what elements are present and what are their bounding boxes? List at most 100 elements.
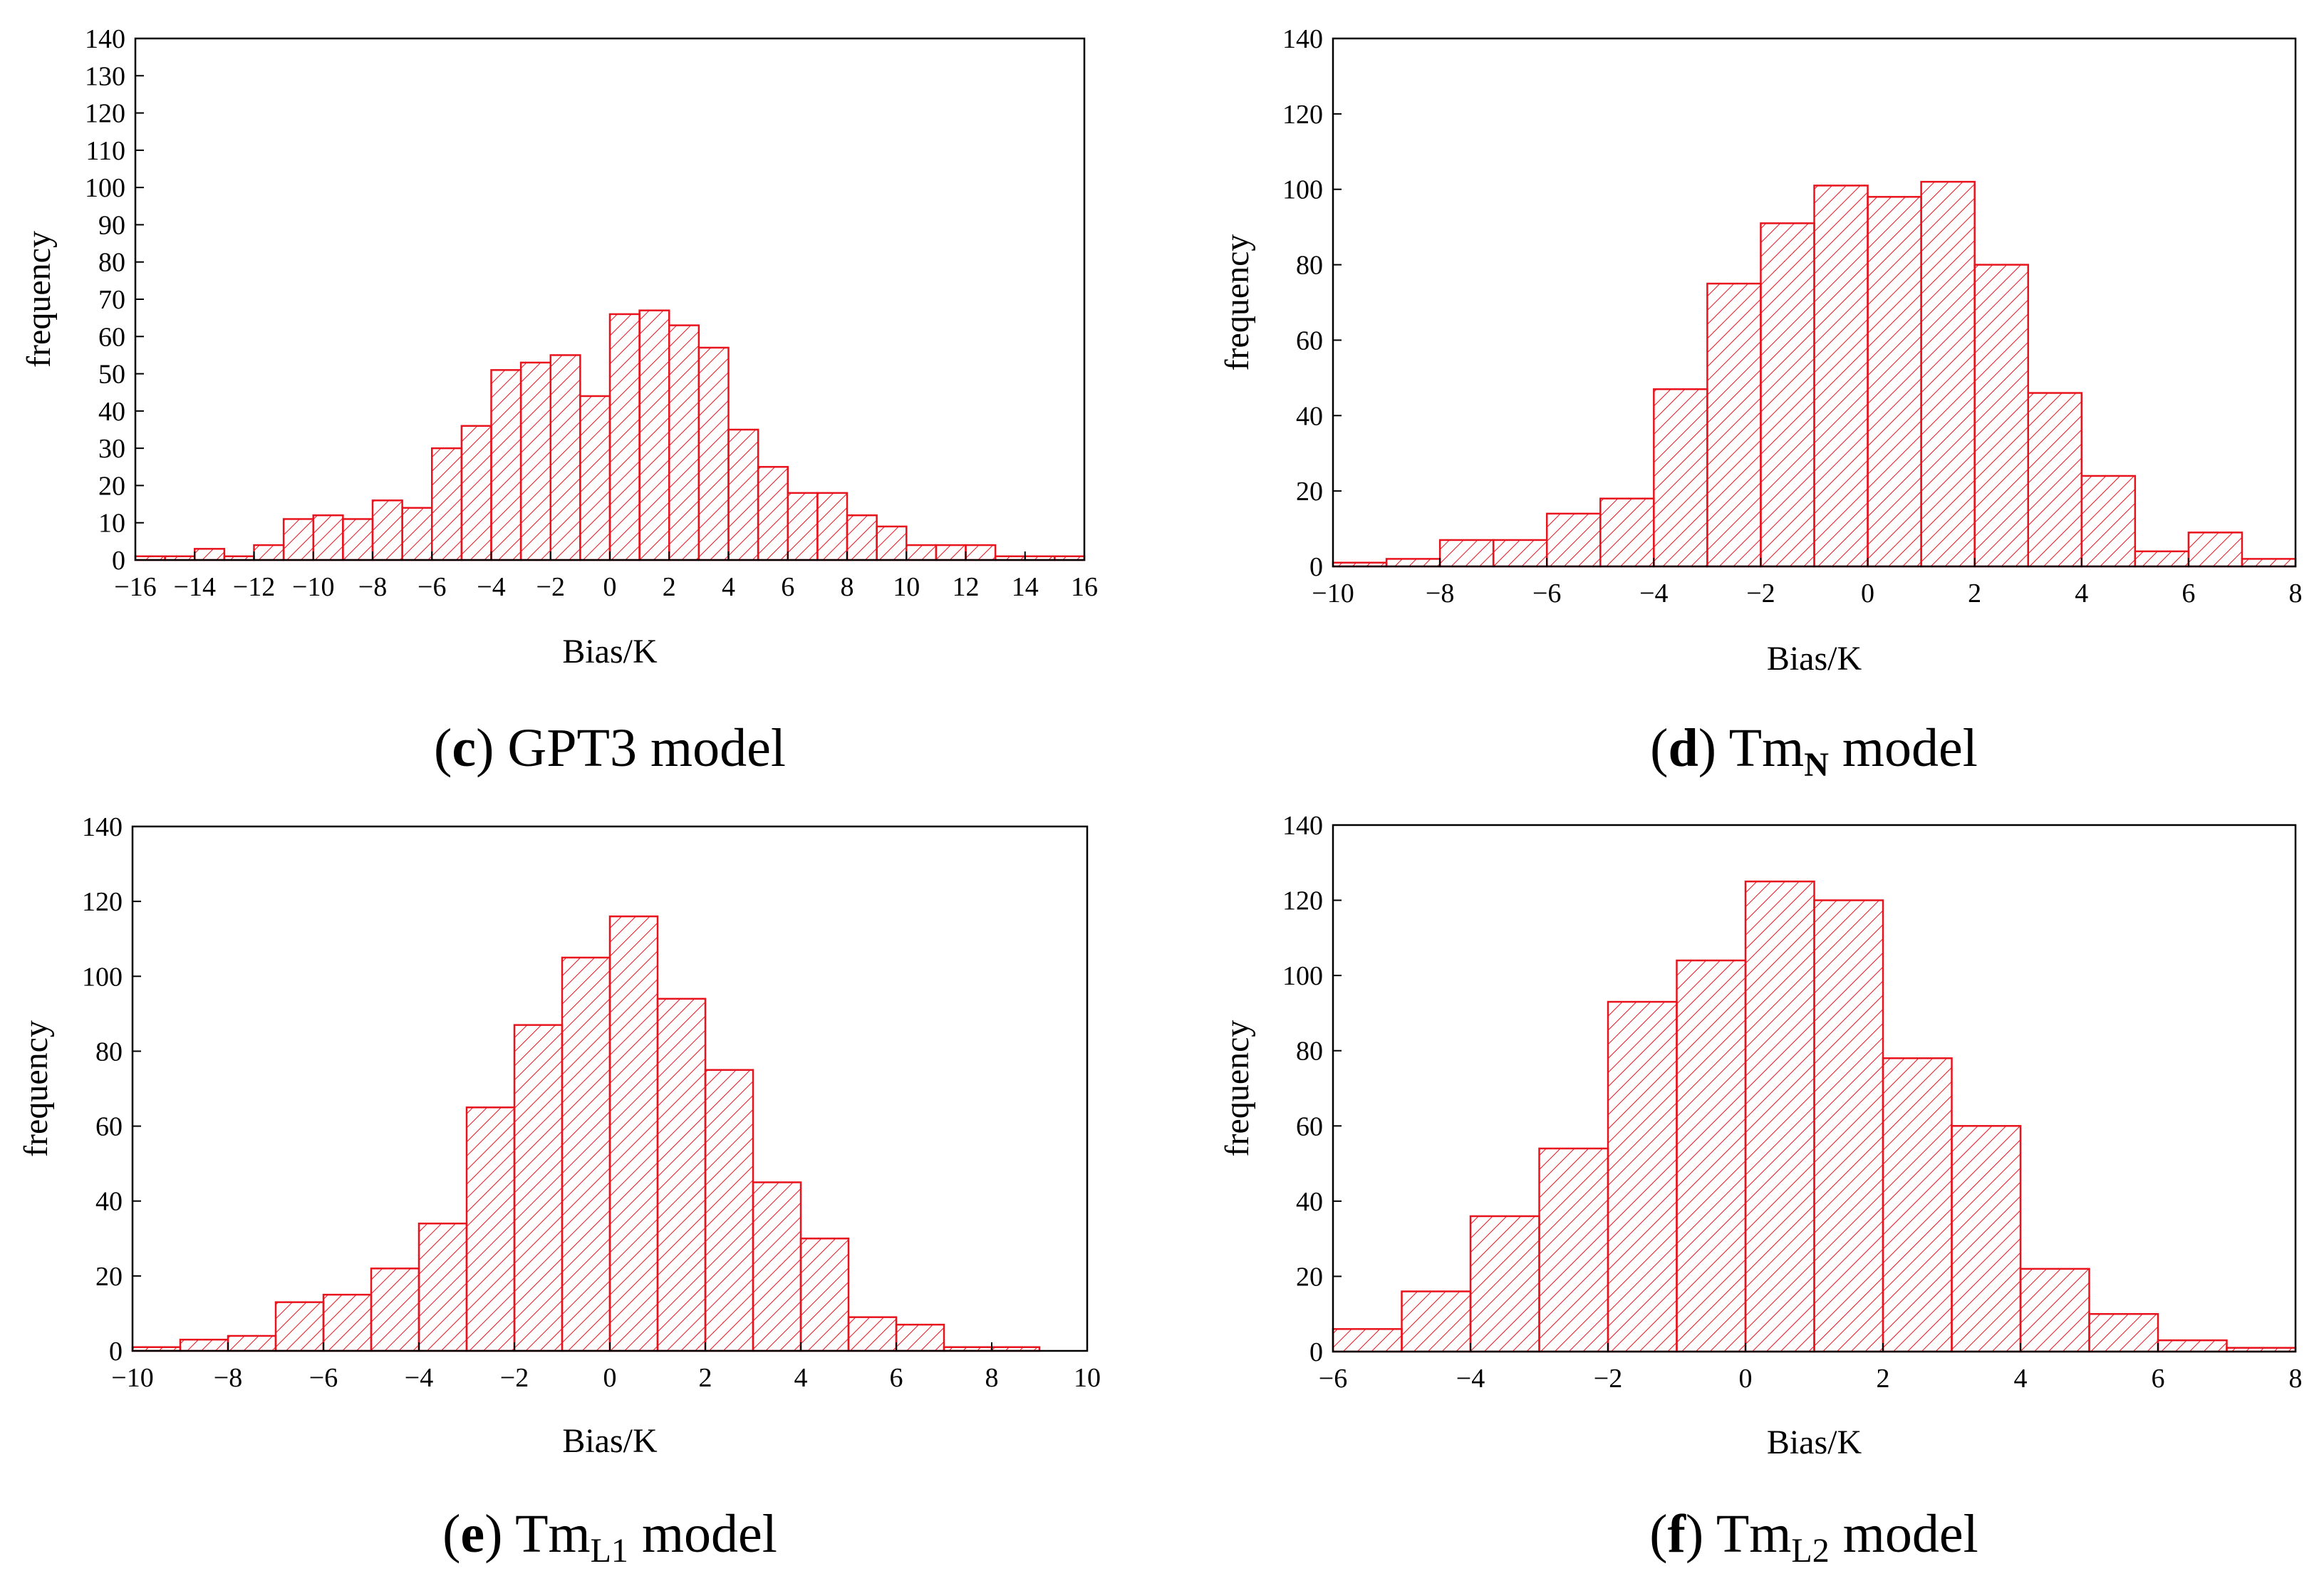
y-tick-label-c-13: 130 xyxy=(85,61,125,91)
bar-c-5 xyxy=(282,518,314,561)
x-tick-label-f-1: −4 xyxy=(1456,1364,1485,1394)
x-tick-label-d-2: −6 xyxy=(1532,579,1561,608)
x-tick-label-e-4: −2 xyxy=(500,1363,529,1393)
x-axis-label-f: Bias/K xyxy=(1767,1424,1862,1461)
x-tick-label-c-8: 0 xyxy=(603,572,617,602)
y-tick-label-e-1: 20 xyxy=(95,1262,123,1292)
bar-d-2 xyxy=(1438,539,1495,568)
bar-c-19 xyxy=(697,346,730,561)
x-tick-label-d-6: 2 xyxy=(1968,579,1981,608)
bar-c-24 xyxy=(846,514,878,561)
x-tick-label-e-6: 2 xyxy=(699,1363,712,1393)
chart-panel-d: −10 −8 −6 −4 −2 0 2 4 6 8020406080100120140Bias/K… xyxy=(1218,24,2303,784)
x-tick-label-e-0: −10 xyxy=(111,1363,153,1393)
bar-c-8 xyxy=(371,499,403,561)
bar-e-10 xyxy=(608,915,659,1352)
x-tick-label-f-5: 4 xyxy=(2014,1364,2028,1394)
y-tick-label-c-10: 100 xyxy=(85,173,125,203)
bar-e-3 xyxy=(274,1301,325,1352)
bar-e-8 xyxy=(513,1024,564,1352)
x-tick-label-e-5: 0 xyxy=(603,1363,617,1393)
bar-f-5 xyxy=(1676,959,1747,1353)
x-tick-label-c-13: 10 xyxy=(893,572,920,602)
chart-panel-f: −6 −4 −2 0 2 4 6 8020406080100120140Bias/Kfrequ… xyxy=(1218,811,2303,1570)
x-tick-label-c-11: 6 xyxy=(781,572,794,602)
x-tick-label-f-0: −6 xyxy=(1319,1364,1347,1394)
y-tick-label-f-5: 100 xyxy=(1282,961,1323,991)
bar-d-12 xyxy=(1973,264,2029,568)
bar-c-23 xyxy=(816,492,849,561)
y-tick-label-c-3: 30 xyxy=(98,434,125,464)
y-tick-label-f-6: 120 xyxy=(1282,886,1323,916)
x-tick-label-f-7: 8 xyxy=(2289,1364,2303,1394)
bar-e-13 xyxy=(752,1181,802,1352)
x-axis-label-c: Bias/K xyxy=(562,633,658,670)
y-tick-label-e-6: 120 xyxy=(82,887,123,917)
y-tick-label-d-1: 20 xyxy=(1296,477,1323,507)
x-axis-label-e: Bias/K xyxy=(562,1422,658,1460)
x-tick-label-d-9: 8 xyxy=(2289,579,2303,608)
bar-e-7 xyxy=(465,1106,516,1352)
caption-d: (d) TmN model xyxy=(1650,718,1978,784)
bar-e-2 xyxy=(227,1334,277,1352)
bar-f-2 xyxy=(1469,1215,1540,1353)
y-tick-label-f-3: 60 xyxy=(1296,1111,1323,1141)
y-tick-label-e-0: 0 xyxy=(109,1337,123,1367)
bar-c-15 xyxy=(579,395,611,561)
bar-c-7 xyxy=(342,518,374,561)
x-tick-label-c-4: −8 xyxy=(358,572,387,602)
bar-c-18 xyxy=(668,324,700,561)
bar-f-12 xyxy=(2157,1339,2228,1353)
chart-panel-c: −16 −14 −12 −10 −8 −6 −4 −2 0 2 4 6 8 10 12 14 16 0 10 20 30… xyxy=(20,24,1098,778)
bar-c-25 xyxy=(876,525,908,561)
bar-c-16 xyxy=(608,313,640,561)
y-tick-label-d-7: 140 xyxy=(1282,24,1323,54)
bar-c-11 xyxy=(460,425,492,561)
x-tick-label-e-7: 4 xyxy=(794,1363,808,1393)
y-tick-label-d-3: 60 xyxy=(1296,326,1323,356)
caption-f: (f) TmL2 model xyxy=(1649,1504,1978,1570)
x-tick-label-e-10: 10 xyxy=(1074,1363,1101,1393)
bar-c-6 xyxy=(312,514,344,561)
x-tick-label-c-1: −14 xyxy=(174,572,216,602)
x-tick-label-c-2: −12 xyxy=(233,572,275,602)
y-tick-label-c-7: 70 xyxy=(98,285,125,315)
bar-d-7 xyxy=(1706,282,1762,568)
x-tick-label-c-12: 8 xyxy=(841,572,854,602)
x-tick-label-c-3: −10 xyxy=(292,572,334,602)
y-tick-label-d-2: 40 xyxy=(1296,401,1323,431)
y-tick-label-e-7: 140 xyxy=(82,812,123,842)
y-tick-label-e-2: 40 xyxy=(95,1187,123,1217)
x-tick-label-c-9: 2 xyxy=(663,572,676,602)
bar-d-5 xyxy=(1599,497,1655,568)
x-tick-label-e-9: 8 xyxy=(985,1363,999,1393)
bar-e-6 xyxy=(417,1223,468,1352)
x-tick-label-c-15: 14 xyxy=(1012,572,1039,602)
x-tick-label-f-4: 2 xyxy=(1877,1364,1890,1394)
bar-c-2 xyxy=(194,548,226,561)
bar-f-4 xyxy=(1607,1000,1678,1353)
x-tick-label-e-2: −6 xyxy=(309,1363,338,1393)
x-tick-label-d-0: −10 xyxy=(1312,579,1354,608)
caption-c: (c) GPT3 model xyxy=(434,718,786,778)
bar-c-27 xyxy=(935,544,967,561)
x-tick-label-f-2: −2 xyxy=(1594,1364,1622,1394)
y-tick-label-f-0: 0 xyxy=(1309,1337,1323,1367)
bar-e-16 xyxy=(895,1323,945,1352)
y-tick-label-d-6: 120 xyxy=(1282,100,1323,130)
bar-d-3 xyxy=(1492,539,1548,568)
bar-e-12 xyxy=(704,1069,754,1352)
y-tick-label-c-4: 40 xyxy=(98,397,125,427)
y-tick-label-c-2: 20 xyxy=(98,471,125,501)
y-tick-label-c-1: 10 xyxy=(98,509,125,539)
x-tick-label-c-0: −16 xyxy=(114,572,156,602)
bar-d-15 xyxy=(2134,550,2190,568)
y-tick-label-f-4: 80 xyxy=(1296,1037,1323,1067)
bar-f-6 xyxy=(1744,880,1815,1353)
x-tick-label-d-5: 0 xyxy=(1861,579,1874,608)
y-tick-label-c-8: 80 xyxy=(98,248,125,278)
x-tick-label-c-16: 16 xyxy=(1071,572,1098,602)
y-tick-label-c-9: 90 xyxy=(98,210,125,240)
bar-e-4 xyxy=(322,1293,373,1352)
